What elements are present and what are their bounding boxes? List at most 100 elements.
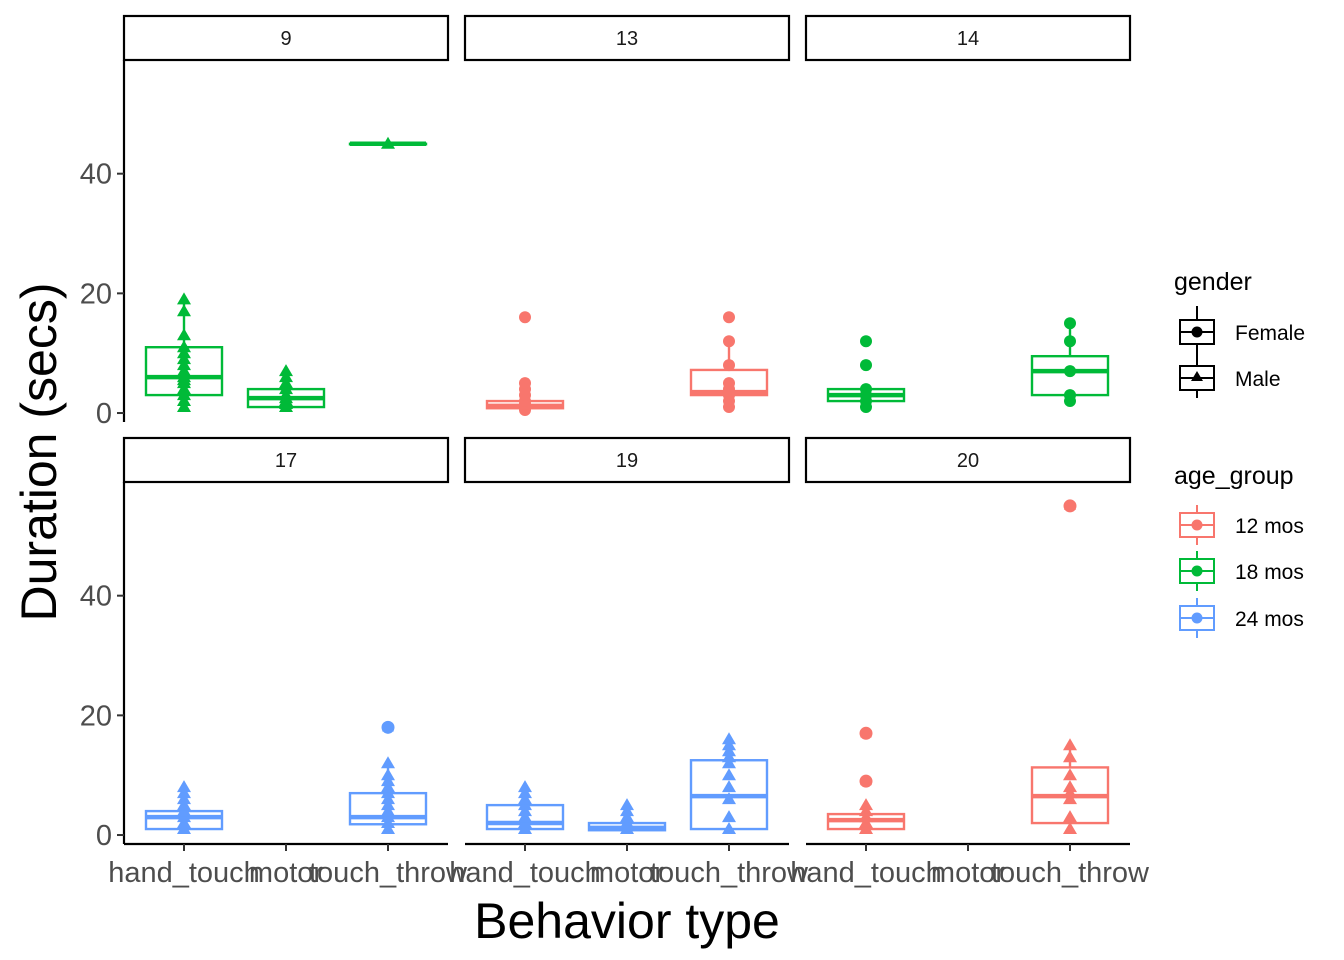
box-hand_touch — [485, 780, 565, 835]
legend-gender-title: gender — [1174, 268, 1252, 296]
data-point — [382, 721, 394, 732]
facet-strip — [463, 14, 791, 62]
y-tick-label: 0 — [96, 398, 112, 430]
data-point — [722, 732, 736, 745]
x-tick-label: touch_throw — [309, 857, 468, 889]
data-point — [723, 311, 735, 324]
data-point — [519, 311, 531, 324]
data-point — [177, 304, 191, 317]
box-hand_touch — [485, 311, 565, 417]
data-point — [723, 335, 735, 348]
data-point — [1063, 810, 1077, 823]
data-point — [177, 292, 191, 305]
legend-key-18mos — [1179, 551, 1215, 591]
data-point — [381, 756, 395, 769]
data-point — [620, 798, 634, 811]
box-hand_touch — [826, 726, 906, 835]
box-touch_throw — [348, 136, 428, 149]
box-touch_throw — [1030, 499, 1110, 835]
legend-age-group: age_group 12 mos 18 mos 24 mos — [1174, 462, 1304, 638]
data-point — [722, 780, 736, 793]
box-motor — [587, 798, 667, 835]
legend-key-female — [1179, 319, 1215, 345]
box-motor — [246, 364, 326, 413]
data-point — [860, 727, 872, 738]
data-point — [1063, 780, 1077, 793]
x-tick-label: touch_throw — [650, 857, 809, 889]
box-hand_touch — [826, 335, 906, 414]
data-point — [723, 377, 735, 390]
data-point — [1063, 750, 1077, 763]
facet-strip-label: 20 — [957, 450, 979, 472]
data-point — [860, 359, 872, 372]
legend-label-12mos: 12 mos — [1235, 515, 1304, 538]
facet-strip — [804, 14, 1132, 62]
x-tick-label: hand_touch — [108, 857, 260, 889]
facet-panel-9: 9 0 20 40 — [80, 14, 450, 430]
data-point — [722, 822, 736, 835]
box-touch_throw — [689, 311, 769, 414]
facet-strip-label: 13 — [616, 28, 638, 50]
data-point — [1064, 317, 1076, 330]
x-tick-label: motor — [249, 857, 323, 889]
x-tick-label: motor — [590, 857, 664, 889]
data-point — [1064, 389, 1076, 402]
data-point — [177, 340, 191, 353]
facet-strip-label: 14 — [957, 28, 979, 50]
legend-label-18mos: 18 mos — [1235, 561, 1304, 584]
data-point — [859, 798, 873, 811]
x-tick-label: hand_touch — [449, 857, 601, 889]
data-point — [1064, 499, 1076, 510]
x-axis-title: Behavior type — [474, 893, 780, 949]
legend-key-male — [1179, 358, 1215, 398]
box-touch_throw — [348, 720, 428, 835]
legend-age-keys — [1179, 505, 1215, 638]
box-touch_throw — [1030, 317, 1110, 408]
facet-panel-14: 14 — [804, 14, 1132, 414]
legend-label-male: Male — [1235, 368, 1281, 391]
facet-strip — [122, 14, 450, 62]
data-point — [1064, 365, 1076, 378]
data-point — [722, 810, 736, 823]
facet-strip — [122, 436, 450, 484]
facet-strip-label: 17 — [275, 450, 297, 472]
data-point — [177, 780, 191, 793]
data-point — [860, 335, 872, 348]
y-tick-label: 20 — [80, 700, 112, 732]
facet-strip — [463, 436, 791, 484]
facet-strip-label: 19 — [616, 450, 638, 472]
y-tick-label: 40 — [80, 159, 112, 191]
data-point — [177, 328, 191, 341]
facet-strip-label: 9 — [280, 28, 291, 50]
box-touch_throw — [689, 732, 769, 835]
legend-key-12mos — [1179, 505, 1215, 545]
data-point — [518, 780, 532, 793]
data-point — [1063, 822, 1077, 835]
data-point — [722, 792, 736, 805]
legend-key-24mos — [1179, 598, 1215, 638]
data-point — [860, 383, 872, 396]
data-point — [519, 377, 531, 390]
legend-age-group-title: age_group — [1174, 462, 1294, 490]
facet-panel-13: 13 — [463, 14, 791, 417]
data-point — [381, 136, 395, 149]
y-axis-title: Duration (secs) — [11, 283, 67, 622]
legend-label-24mos: 24 mos — [1235, 608, 1304, 631]
data-point — [381, 768, 395, 781]
data-point — [860, 775, 872, 786]
x-tick-label: hand_touch — [790, 857, 942, 889]
legend-label-female: Female — [1235, 322, 1305, 345]
box-hand_touch — [144, 780, 224, 835]
legend-gender: gender Female Male — [1174, 268, 1305, 398]
y-tick-label: 40 — [80, 581, 112, 613]
data-point — [279, 364, 293, 377]
facet-strip — [804, 436, 1132, 484]
data-point — [723, 359, 735, 372]
x-tick-label: motor — [931, 857, 1005, 889]
box-hand_touch — [144, 292, 224, 413]
x-tick-label: touch_throw — [991, 857, 1150, 889]
